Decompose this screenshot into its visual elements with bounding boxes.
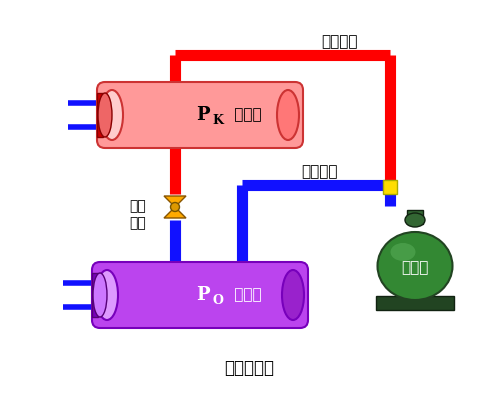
Ellipse shape	[98, 93, 112, 137]
Bar	[92, 273, 98, 317]
Bar	[376, 296, 454, 310]
Text: 蒸发器: 蒸发器	[229, 287, 261, 302]
Ellipse shape	[277, 90, 299, 140]
Ellipse shape	[377, 232, 453, 300]
Ellipse shape	[96, 270, 118, 320]
Ellipse shape	[101, 90, 123, 140]
Ellipse shape	[405, 213, 425, 227]
FancyBboxPatch shape	[92, 262, 308, 328]
Text: O: O	[213, 293, 224, 306]
Ellipse shape	[282, 270, 304, 320]
FancyBboxPatch shape	[97, 82, 303, 148]
Polygon shape	[164, 196, 186, 207]
Bar	[97, 93, 103, 137]
Text: K: K	[213, 113, 224, 127]
Bar	[407, 210, 423, 224]
Bar	[383, 180, 397, 194]
Text: 压缩式制冷: 压缩式制冷	[224, 359, 274, 377]
Text: 高压部分: 高压部分	[322, 35, 358, 49]
Ellipse shape	[390, 243, 415, 261]
Ellipse shape	[93, 273, 107, 317]
Text: 低压部分: 低压部分	[302, 164, 338, 179]
Text: 冷凝器: 冷凝器	[229, 107, 261, 123]
Text: P: P	[196, 106, 210, 124]
Text: 压缩机: 压缩机	[401, 261, 429, 275]
Circle shape	[170, 203, 179, 211]
Text: P: P	[196, 286, 210, 304]
Polygon shape	[164, 207, 186, 218]
Text: 节流
机构: 节流 机构	[129, 199, 146, 231]
